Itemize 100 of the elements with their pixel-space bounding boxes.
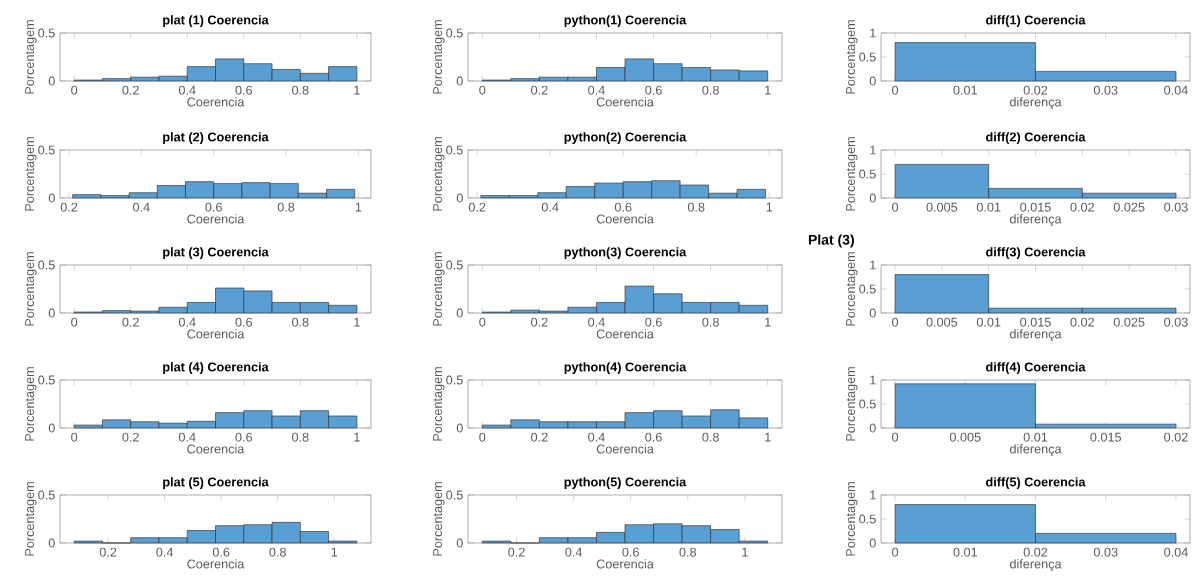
y-tick-label: 0.5 <box>446 28 463 38</box>
y-tick-label: 0.5 <box>859 514 876 524</box>
chart-title: diff(5) Coerencia <box>986 477 1086 489</box>
y-tick-label: 0.5 <box>859 284 876 294</box>
y-tick-label: 0 <box>456 308 463 318</box>
chart-title: plat (5) Coerencia <box>163 477 269 489</box>
y-tick-label: 0 <box>869 308 876 318</box>
y-tick-label: 0.5 <box>38 145 55 155</box>
chart-title: diff(3) Coerencia <box>986 247 1086 259</box>
y-tick-label: 1 <box>870 375 876 385</box>
x-tick-label: 1 <box>766 202 773 212</box>
chart-title: python(4) Coerencia <box>564 362 687 374</box>
x-tick-label: 0.6 <box>212 547 230 557</box>
x-tick-label: 1 <box>765 432 771 442</box>
x-tick-label: 0.015 <box>1090 432 1122 442</box>
y-tick-label: 0.5 <box>446 490 463 500</box>
x-tick-label: 0.4 <box>588 432 605 442</box>
x-tick-label: 1 <box>331 547 338 557</box>
x-tick-label: 0.03 <box>1164 202 1188 212</box>
x-tick-label: 0.005 <box>926 317 958 327</box>
x-tick-label: 0.03 <box>1093 547 1118 557</box>
x-tick-label: 0 <box>892 547 899 557</box>
y-axis-title: Porcentagem <box>433 482 445 556</box>
x-tick-label: 1 <box>765 85 771 95</box>
x-tick-label: 0.025 <box>1113 202 1145 212</box>
x-tick-label: 0 <box>479 85 486 95</box>
x-axis-title: diferença <box>1009 444 1062 457</box>
x-tick-label: 0.4 <box>133 202 150 212</box>
y-axis-title: Porcentagem <box>25 482 37 556</box>
y-tick-label: 0 <box>456 76 463 86</box>
x-tick-label: 0.4 <box>178 317 196 327</box>
y-axis-title: Porcentagem <box>25 137 37 211</box>
x-tick-label: 0.8 <box>292 85 309 95</box>
y-tick-label: 1 <box>870 490 876 500</box>
chart-title: python(5) Coerencia <box>564 477 687 489</box>
x-axis-title: diferença <box>1009 559 1062 572</box>
x-tick-label: 0.03 <box>1164 317 1188 327</box>
x-tick-label: 0.4 <box>178 85 196 95</box>
y-axis-title: Porcentagem <box>25 20 37 94</box>
y-tick-label: 0.5 <box>38 260 55 270</box>
y-tick-label: 0 <box>869 423 876 433</box>
x-tick-label: 0.8 <box>702 85 719 95</box>
x-tick-label: 0.6 <box>614 202 632 212</box>
y-tick-label: 0 <box>456 193 463 203</box>
chart-title: python(1) Coerencia <box>564 15 687 27</box>
x-tick-label: 0.2 <box>60 202 78 212</box>
y-axis-title: Porcentagem <box>846 20 858 94</box>
x-tick-label: 0.01 <box>953 85 977 95</box>
x-tick-label: 0.8 <box>269 547 286 557</box>
x-axis-title: Coerencia <box>187 444 245 454</box>
y-tick-label: 0 <box>869 538 876 548</box>
x-axis-title: Coerencia <box>596 559 654 569</box>
y-tick-label: 0.5 <box>446 260 463 270</box>
x-tick-label: 0.2 <box>99 547 117 557</box>
chart-title: python(3) Coerencia <box>564 247 687 259</box>
x-tick-label: 0.2 <box>122 85 139 95</box>
x-tick-label: 0 <box>892 317 899 327</box>
y-tick-label: 0 <box>48 76 55 86</box>
y-tick-label: 0.5 <box>38 490 55 500</box>
chart-title: diff(2) Coerencia <box>986 132 1086 144</box>
y-tick-label: 0 <box>456 538 463 548</box>
y-axis-title: Porcentagem <box>433 367 445 441</box>
x-tick-label: 0.8 <box>292 317 309 327</box>
x-tick-label: 0.4 <box>588 317 605 327</box>
y-axis-title: Porcentagem <box>846 367 858 441</box>
x-tick-label: 0.6 <box>235 85 253 95</box>
x-tick-label: 0.4 <box>178 432 196 442</box>
x-tick-label: 0.01 <box>1023 432 1048 442</box>
x-tick-label: 0.6 <box>235 317 253 327</box>
y-axis-title: Porcentagem <box>846 482 858 556</box>
y-axis-title: Porcentagem <box>433 20 445 94</box>
y-axis-title: Porcentagem <box>25 367 37 441</box>
y-tick-label: 0.5 <box>38 375 55 385</box>
x-axis-title: Coerencia <box>187 97 245 107</box>
x-tick-label: 1 <box>354 85 360 95</box>
x-tick-label: 0.2 <box>122 432 139 442</box>
x-tick-label: 0.02 <box>1070 317 1095 327</box>
x-tick-label: 0.2 <box>122 317 139 327</box>
text: Plat (3) <box>808 234 854 248</box>
x-tick-label: 1 <box>354 432 360 442</box>
y-tick-label: 0.5 <box>446 145 463 155</box>
x-tick-label: 0 <box>479 317 486 327</box>
y-axis-title: Porcentagem <box>846 252 858 326</box>
x-axis-title: diferença <box>1009 214 1062 227</box>
x-tick-label: 0.02 <box>1070 202 1095 212</box>
x-tick-label: 0.005 <box>926 202 958 212</box>
x-tick-label: 0.8 <box>292 432 309 442</box>
x-tick-label: 0.8 <box>687 202 705 212</box>
x-axis-title: diferença <box>1009 97 1062 110</box>
x-tick-label: 0 <box>892 432 899 442</box>
x-tick-label: 0 <box>892 202 899 212</box>
x-tick-label: 0 <box>892 85 899 95</box>
x-tick-label: 0.2 <box>531 432 548 442</box>
x-tick-label: 0.8 <box>702 317 719 327</box>
chart-title: python(2) Coerencia <box>564 132 687 144</box>
y-tick-label: 0 <box>48 193 55 203</box>
y-tick-label: 0 <box>48 423 55 433</box>
y-tick-label: 1 <box>870 145 876 155</box>
y-tick-label: 0.5 <box>38 28 55 38</box>
x-axis-title: Coerencia <box>187 214 245 224</box>
